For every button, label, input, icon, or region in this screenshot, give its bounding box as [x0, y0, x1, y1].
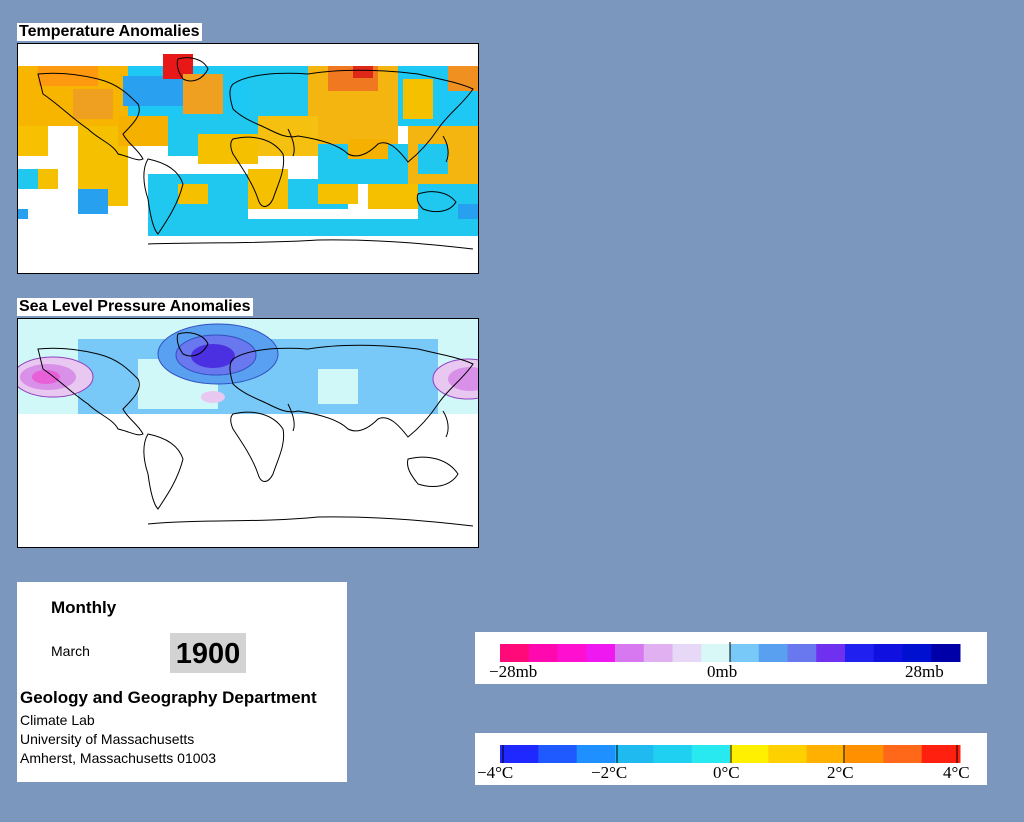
- pressure-legend-label-max: 28mb: [905, 662, 944, 681]
- temperature-swatch-7: [768, 745, 808, 763]
- pressure-swatch-5: [643, 644, 673, 662]
- pressure-swatch-11: [816, 644, 846, 662]
- temperature-map-title: Temperature Anomalies: [17, 23, 202, 41]
- temperature-swatch-0: [500, 745, 539, 763]
- coastline-outline: [37, 332, 474, 527]
- pressure-swatch-4: [615, 644, 645, 662]
- pressure-swatch-12: [845, 644, 875, 662]
- pressure-map-title: Sea Level Pressure Anomalies: [17, 298, 253, 316]
- pressure-swatch-0: [500, 644, 530, 662]
- pressure-swatch-13: [873, 644, 903, 662]
- temperature-anomaly-field: [18, 54, 478, 273]
- temperature-swatch-2: [576, 745, 616, 763]
- year-display: 1900: [170, 633, 246, 673]
- temperature-swatch-6: [730, 745, 769, 763]
- lab-name: Climate Lab: [20, 712, 95, 728]
- pressure-swatch-6: [672, 644, 702, 662]
- pressure-swatch-14: [902, 644, 932, 662]
- temperature-legend-swatches: [500, 745, 961, 763]
- temperature-swatch-1: [538, 745, 578, 763]
- temperature-swatch-5: [691, 745, 731, 763]
- month-label: March: [51, 643, 90, 659]
- temperature-legend: −4°C −2°C 0°C 2°C 4°C: [475, 733, 987, 785]
- temperature-legend-label-minus4: −4°C: [477, 763, 513, 782]
- temperature-legend-label-plus4: 4°C: [943, 763, 970, 782]
- pressure-swatch-9: [758, 644, 788, 662]
- temperature-anomaly-map: [17, 43, 479, 274]
- temperature-swatch-11: [921, 745, 961, 763]
- temperature-legend-label-minus2: −2°C: [591, 763, 627, 782]
- pressure-swatch-2: [557, 644, 587, 662]
- pressure-swatch-3: [586, 644, 616, 662]
- frequency-label: Monthly: [51, 598, 117, 617]
- coastline-outline: [37, 57, 474, 250]
- address: Amherst, Massachusetts 01003: [20, 750, 217, 766]
- pressure-anomaly-map: [17, 318, 479, 548]
- pressure-legend-label-zero: 0mb: [707, 662, 737, 681]
- pressure-swatch-10: [787, 644, 817, 662]
- temperature-swatch-9: [845, 745, 884, 763]
- temperature-swatch-4: [653, 745, 693, 763]
- pressure-swatch-1: [528, 644, 558, 662]
- pressure-anomaly-field: [18, 319, 478, 547]
- university-name: University of Massachusetts: [20, 731, 195, 747]
- info-panel: Monthly March 1900 Geology and Geography…: [17, 582, 347, 782]
- pressure-legend: −28mb 0mb 28mb: [475, 632, 987, 684]
- pressure-swatch-15: [931, 644, 961, 662]
- temperature-legend-label-plus2: 2°C: [827, 763, 854, 782]
- temperature-swatch-10: [883, 745, 923, 763]
- pressure-legend-swatches: [500, 644, 961, 662]
- temperature-swatch-3: [615, 745, 654, 763]
- temperature-swatch-8: [806, 745, 846, 763]
- pressure-swatch-8: [730, 644, 760, 662]
- pressure-contours: [18, 323, 478, 400]
- temperature-legend-label-zero: 0°C: [713, 763, 740, 782]
- pressure-swatch-7: [701, 644, 731, 662]
- department-name: Geology and Geography Department: [20, 688, 317, 707]
- pressure-legend-label-min: −28mb: [489, 662, 537, 681]
